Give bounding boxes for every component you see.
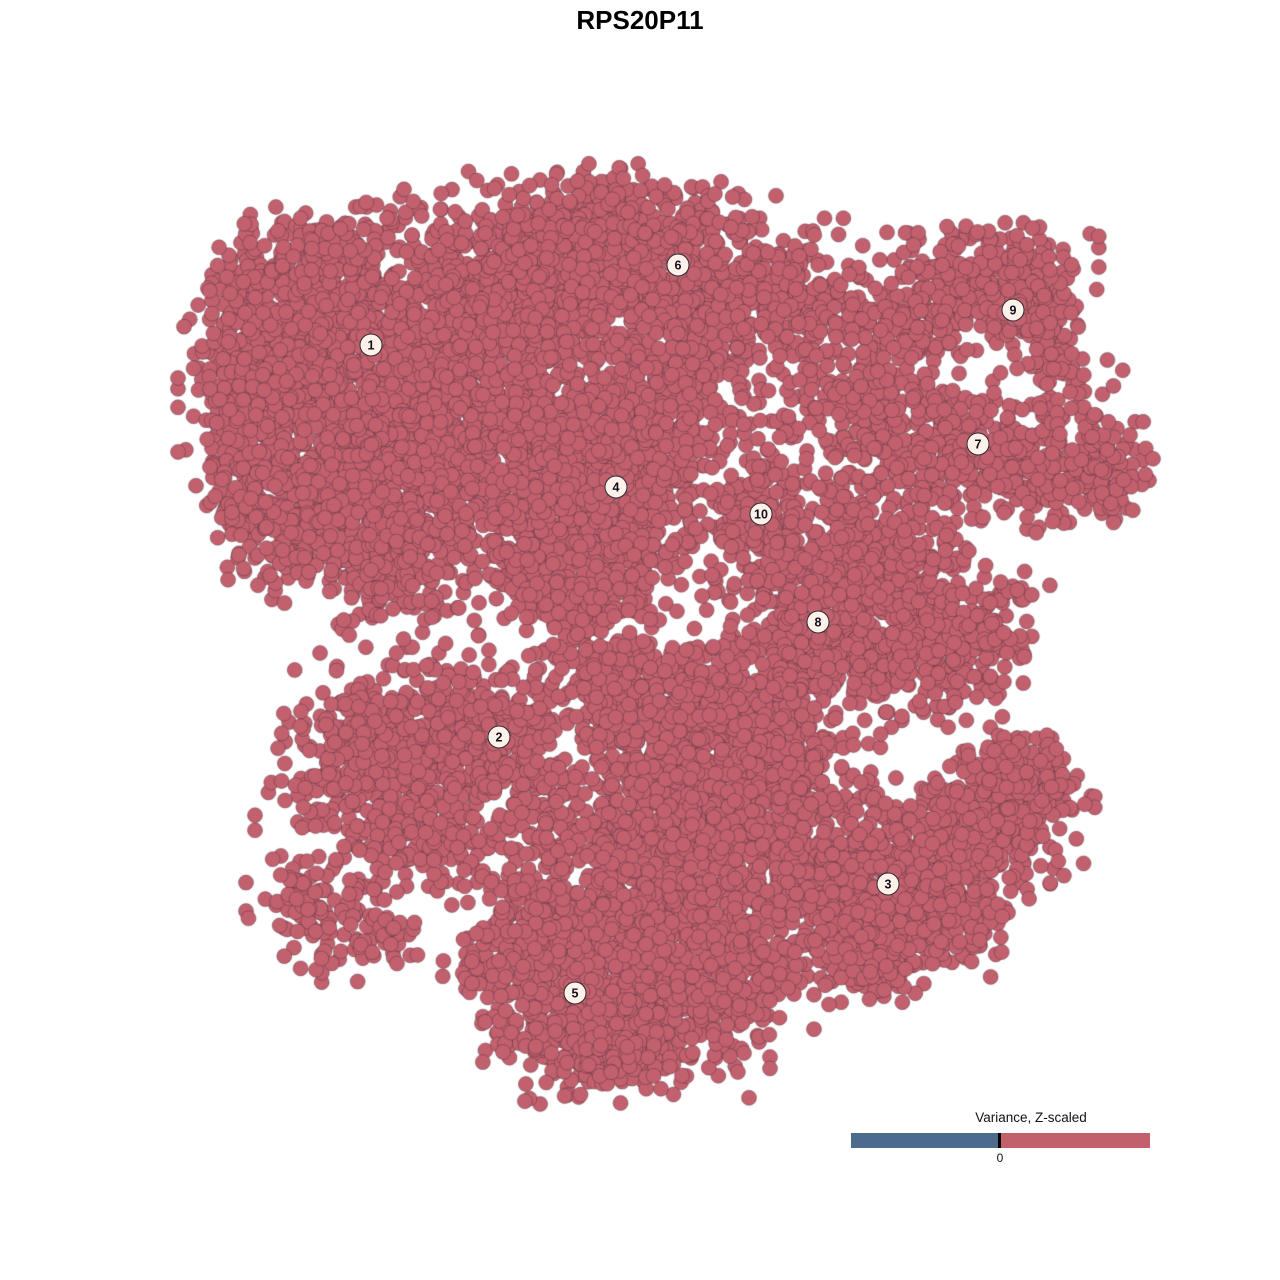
cluster-label-8: 8 bbox=[806, 610, 830, 634]
cluster-label-6: 6 bbox=[666, 253, 690, 277]
cluster-label-1: 1 bbox=[359, 333, 383, 357]
cluster-label-5: 5 bbox=[563, 981, 587, 1005]
cluster-label-10: 10 bbox=[749, 502, 773, 526]
cluster-label-9: 9 bbox=[1001, 298, 1025, 322]
cluster-label-4: 4 bbox=[604, 475, 628, 499]
cluster-label-2: 2 bbox=[487, 725, 511, 749]
cluster-label-7: 7 bbox=[966, 432, 990, 456]
cluster-label-3: 3 bbox=[876, 872, 900, 896]
